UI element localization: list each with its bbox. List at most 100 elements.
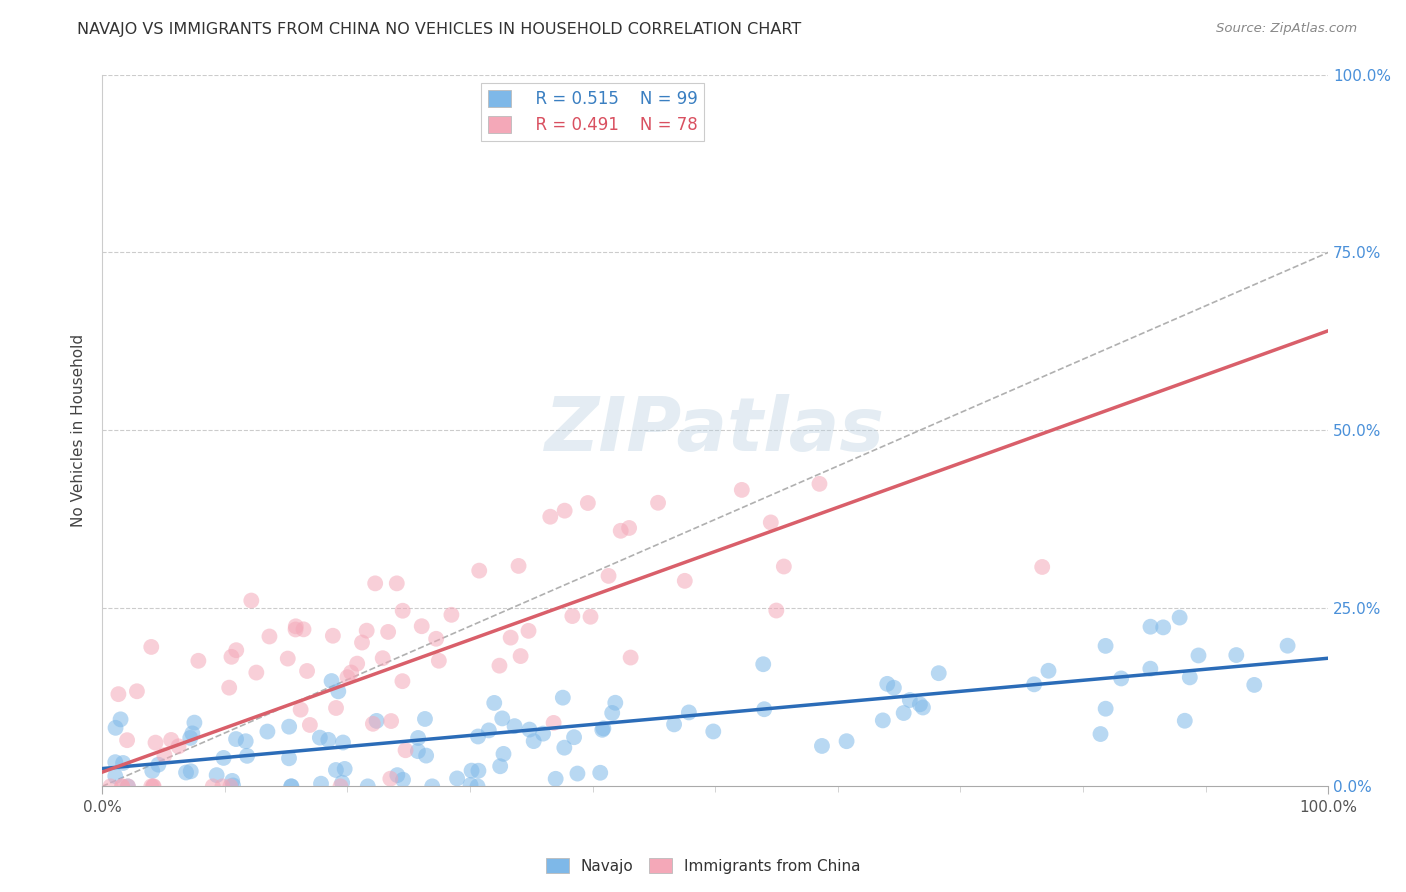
Point: [561, 609, 583, 624]
Point: [1139, 662, 1161, 676]
Text: NAVAJO VS IMMIGRANTS FROM CHINA NO VEHICLES IN HOUSEHOLD CORRELATION CHART: NAVAJO VS IMMIGRANTS FROM CHINA NO VEHIC…: [77, 22, 801, 37]
Point: [551, 690, 574, 705]
Point: [104, 755, 127, 769]
Point: [160, 733, 183, 747]
Point: [413, 712, 436, 726]
Point: [111, 780, 134, 794]
Point: [361, 716, 384, 731]
Point: [808, 476, 831, 491]
Point: [702, 724, 724, 739]
Point: [187, 654, 209, 668]
Point: [765, 603, 787, 617]
Point: [387, 768, 409, 782]
Point: [183, 715, 205, 730]
Point: [1090, 727, 1112, 741]
Point: [336, 670, 359, 684]
Point: [180, 764, 202, 779]
Point: [1109, 672, 1132, 686]
Point: [579, 609, 602, 624]
Point: [489, 759, 512, 773]
Point: [1277, 639, 1299, 653]
Point: [467, 764, 489, 778]
Point: [440, 607, 463, 622]
Point: [898, 693, 921, 707]
Point: [174, 765, 197, 780]
Point: [181, 726, 204, 740]
Point: [883, 681, 905, 695]
Point: [240, 593, 263, 607]
Point: [1187, 648, 1209, 663]
Point: [519, 723, 541, 737]
Point: [298, 718, 321, 732]
Point: [1038, 664, 1060, 678]
Point: [446, 772, 468, 786]
Point: [406, 744, 429, 758]
Point: [772, 559, 794, 574]
Point: [148, 757, 170, 772]
Point: [1094, 702, 1116, 716]
Point: [508, 558, 530, 573]
Point: [492, 747, 515, 761]
Point: [377, 624, 399, 639]
Point: [1024, 677, 1046, 691]
Point: [111, 780, 134, 794]
Point: [221, 773, 243, 788]
Point: [380, 772, 402, 786]
Point: [523, 734, 546, 748]
Point: [531, 726, 554, 740]
Point: [117, 780, 139, 794]
Point: [1152, 620, 1174, 634]
Point: [600, 706, 623, 720]
Legend:   R = 0.515    N = 99,   R = 0.491    N = 78: R = 0.515 N = 99, R = 0.491 N = 78: [481, 83, 704, 141]
Point: [754, 702, 776, 716]
Point: [554, 503, 576, 517]
Point: [385, 576, 408, 591]
Point: [179, 731, 201, 745]
Point: [591, 723, 613, 737]
Point: [484, 696, 506, 710]
Point: [460, 764, 482, 778]
Point: [876, 677, 898, 691]
Point: [346, 657, 368, 671]
Point: [329, 780, 352, 794]
Point: [340, 665, 363, 680]
Point: [259, 630, 281, 644]
Point: [325, 763, 347, 777]
Point: [592, 722, 614, 736]
Point: [278, 751, 301, 765]
Point: [620, 650, 643, 665]
Point: [295, 664, 318, 678]
Point: [112, 756, 135, 770]
Point: [309, 777, 332, 791]
Point: [411, 619, 433, 633]
Point: [350, 635, 373, 649]
Point: [678, 706, 700, 720]
Point: [567, 766, 589, 780]
Point: [503, 719, 526, 733]
Point: [562, 730, 585, 744]
Point: [908, 698, 931, 712]
Text: Source: ZipAtlas.com: Source: ZipAtlas.com: [1216, 22, 1357, 36]
Point: [911, 700, 934, 714]
Point: [576, 496, 599, 510]
Point: [391, 674, 413, 689]
Point: [221, 649, 243, 664]
Point: [280, 780, 302, 794]
Point: [872, 714, 894, 728]
Point: [153, 748, 176, 763]
Point: [1225, 648, 1247, 662]
Point: [1168, 610, 1191, 624]
Text: ZIPatlas: ZIPatlas: [546, 394, 886, 467]
Point: [292, 623, 315, 637]
Point: [333, 762, 356, 776]
Point: [110, 712, 132, 726]
Point: [219, 780, 242, 794]
Point: [589, 765, 612, 780]
Point: [609, 524, 631, 538]
Point: [142, 780, 165, 794]
Point: [325, 701, 347, 715]
Point: [211, 780, 233, 794]
Point: [425, 632, 447, 646]
Point: [544, 772, 567, 786]
Point: [330, 776, 353, 790]
